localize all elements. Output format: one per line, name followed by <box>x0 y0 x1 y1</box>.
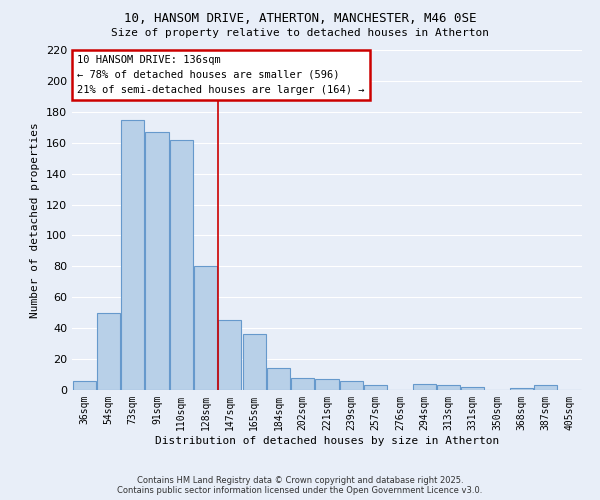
Bar <box>413 384 436 390</box>
Bar <box>97 312 120 390</box>
Bar <box>194 266 217 390</box>
Bar <box>461 387 484 390</box>
Y-axis label: Number of detached properties: Number of detached properties <box>31 122 40 318</box>
Text: Size of property relative to detached houses in Atherton: Size of property relative to detached ho… <box>111 28 489 38</box>
Bar <box>267 368 290 390</box>
X-axis label: Distribution of detached houses by size in Atherton: Distribution of detached houses by size … <box>155 436 499 446</box>
Bar <box>242 334 266 390</box>
Text: Contains HM Land Registry data © Crown copyright and database right 2025.
Contai: Contains HM Land Registry data © Crown c… <box>118 476 482 495</box>
Text: 10 HANSOM DRIVE: 136sqm
← 78% of detached houses are smaller (596)
21% of semi-d: 10 HANSOM DRIVE: 136sqm ← 78% of detache… <box>77 55 365 94</box>
Bar <box>170 140 193 390</box>
Text: 10, HANSOM DRIVE, ATHERTON, MANCHESTER, M46 0SE: 10, HANSOM DRIVE, ATHERTON, MANCHESTER, … <box>124 12 476 26</box>
Bar <box>73 380 95 390</box>
Bar <box>316 379 338 390</box>
Bar <box>364 386 387 390</box>
Bar <box>437 386 460 390</box>
Bar <box>145 132 169 390</box>
Bar <box>534 386 557 390</box>
Bar <box>291 378 314 390</box>
Bar <box>340 380 363 390</box>
Bar <box>121 120 144 390</box>
Bar <box>218 320 241 390</box>
Bar <box>510 388 533 390</box>
